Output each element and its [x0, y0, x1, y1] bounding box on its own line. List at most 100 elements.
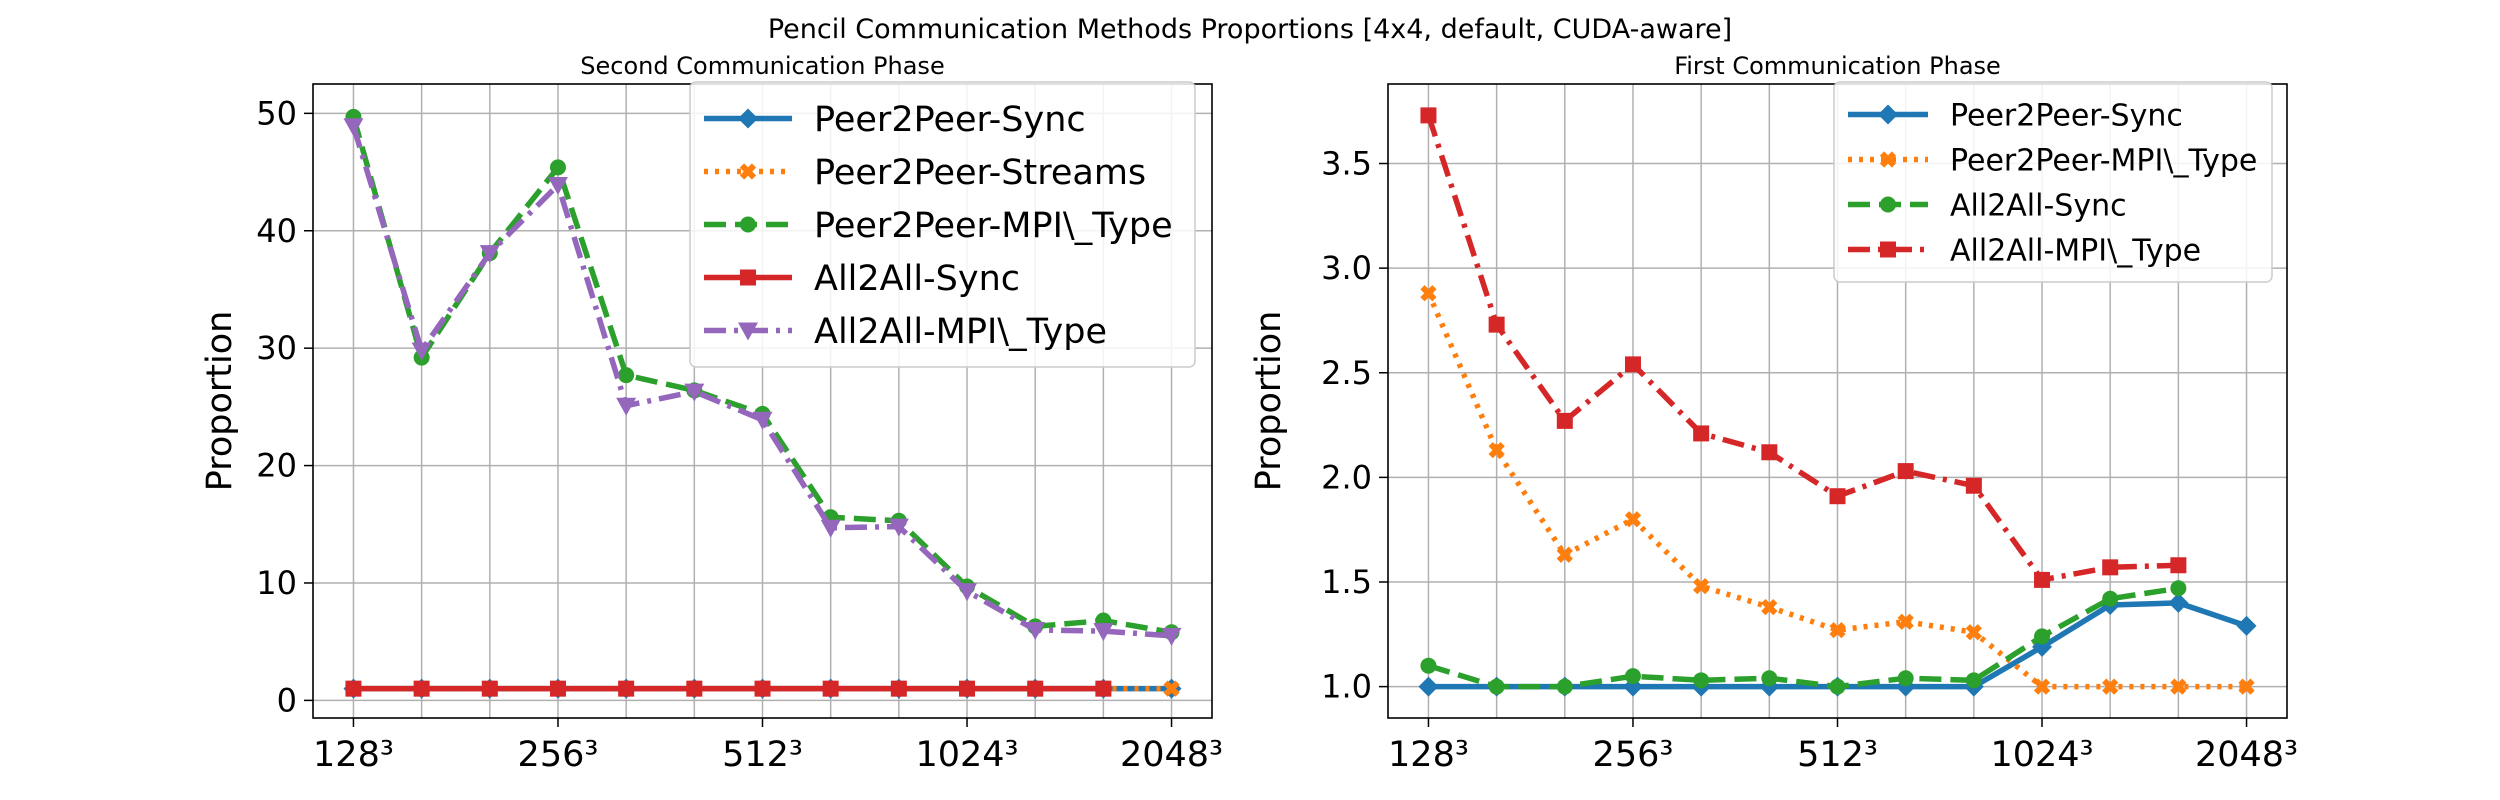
data-point-s3-1 — [413, 680, 430, 697]
data-point-s1-6 — [1829, 621, 1846, 639]
data-point-s2-3 — [549, 159, 566, 176]
data-point-s2-10 — [2102, 590, 2119, 607]
data-point-slegend-0 — [738, 108, 758, 129]
data-point-s1-9 — [2033, 678, 2051, 695]
x-tick-label: 512³ — [1797, 735, 1878, 775]
data-point-s3-9 — [2034, 571, 2051, 588]
data-point-s0-0 — [1418, 676, 1439, 697]
legend-label: All2All-Sync — [814, 259, 1020, 299]
data-point-s1-0 — [1420, 285, 1437, 302]
legend-label: Peer2Peer-Streams — [814, 153, 1146, 193]
x-tick-label: 256³ — [518, 735, 599, 775]
legend-box — [1833, 81, 2273, 283]
data-point-s4-1 — [411, 342, 432, 361]
data-point-s3-7 — [1897, 463, 1914, 480]
data-point-s3-4 — [618, 680, 635, 697]
y-tick-label: 2.5 — [1321, 354, 1372, 392]
data-point-slegend-0 — [1878, 104, 1898, 125]
legend-label: Peer2Peer-MPI\_Type — [814, 206, 1173, 246]
data-point-slegend-2 — [740, 216, 756, 233]
data-point-s1-3 — [1624, 511, 1642, 528]
data-point-s4-3 — [547, 176, 568, 195]
y-tick-label: 1.0 — [1321, 668, 1372, 706]
data-point-s3-7 — [822, 680, 839, 697]
data-point-s3-2 — [481, 680, 498, 697]
legend-label: Peer2Peer-Sync — [814, 100, 1086, 140]
data-point-s2-9 — [2034, 628, 2051, 645]
subplot-title: Second Communication Phase — [580, 52, 944, 80]
data-point-s3-11 — [2170, 557, 2187, 574]
data-point-s1-11 — [2170, 678, 2187, 695]
data-point-s3-10 — [1027, 680, 1044, 697]
legend-box — [689, 81, 1196, 368]
data-point-slegend-1 — [739, 163, 757, 180]
data-point-slegend-1 — [1879, 151, 1897, 168]
data-point-s4-6 — [752, 411, 773, 430]
data-point-s1-2 — [1556, 546, 1573, 563]
data-point-s4-10 — [1025, 621, 1046, 640]
data-point-s4-2 — [479, 245, 500, 264]
data-point-s4-8 — [888, 518, 909, 537]
data-point-s4-11 — [1093, 623, 1114, 642]
data-point-s2-7 — [1897, 670, 1914, 687]
legend-label: Peer2Peer-MPI\_Type — [1950, 143, 2257, 178]
data-point-s1-12 — [1163, 680, 1180, 697]
y-axis-label: Proportion — [1249, 311, 1289, 492]
data-point-s2-1 — [1488, 678, 1505, 695]
x-tick-label: 2048³ — [1120, 735, 1223, 775]
data-point-s2-6 — [1829, 678, 1846, 695]
x-tick-label: 512³ — [722, 735, 803, 775]
data-point-s3-6 — [754, 680, 771, 697]
y-tick-label: 3.0 — [1321, 249, 1372, 287]
data-point-s3-10 — [2102, 559, 2119, 576]
chart-first-phase: 1.0 1.5 2.0 2.5 3.0 3.5 128³ 256³ 512³ 1024³ 2048³… — [1249, 52, 2298, 775]
x-tick-label: 1024³ — [915, 735, 1018, 775]
data-point-s3-2 — [1556, 412, 1573, 429]
data-point-s2-0 — [1420, 657, 1437, 674]
data-point-slegend-3 — [1880, 241, 1896, 258]
data-point-s2-4 — [618, 367, 635, 384]
legend-label: Peer2Peer-Sync — [1950, 98, 2183, 133]
y-tick-label: 40 — [256, 212, 297, 250]
x-tick-label: 2048³ — [2195, 735, 2298, 775]
data-point-s3-4 — [1693, 425, 1710, 442]
legend-label: All2All-MPI\_Type — [1950, 233, 2201, 268]
data-point-slegend-3 — [740, 269, 756, 286]
data-point-s3-3 — [549, 680, 566, 697]
data-point-s3-5 — [1761, 444, 1778, 461]
data-point-s1-1 — [1488, 442, 1505, 459]
data-point-s1-7 — [1897, 613, 1914, 630]
data-point-s1-12 — [2238, 678, 2255, 695]
series-line-2 — [1427, 585, 2179, 690]
data-point-s3-0 — [1420, 107, 1437, 124]
data-point-s3-11 — [1095, 680, 1112, 697]
data-point-s2-2 — [1556, 678, 1573, 695]
data-point-s2-4 — [1693, 672, 1710, 689]
y-tick-label: 30 — [256, 329, 297, 367]
data-point-s3-8 — [890, 680, 907, 697]
x-tick-label: 1024³ — [1990, 735, 2093, 775]
y-tick-label: 0 — [277, 681, 297, 719]
data-point-s2-5 — [1761, 670, 1778, 687]
y-tick-label: 10 — [256, 564, 297, 602]
subplot-title: First Communication Phase — [1674, 52, 2001, 80]
y-tick-label: 3.5 — [1321, 145, 1372, 183]
chart-second-phase: 0 10 20 30 40 50 128³ 256³ 512³ 1024³ 2048³ Second … — [200, 52, 1223, 775]
data-point-s1-8 — [1965, 624, 1982, 641]
data-point-s4-12 — [1161, 627, 1182, 646]
data-point-s0-12 — [2236, 615, 2257, 636]
x-tick-label: 256³ — [1593, 735, 1674, 775]
data-point-s3-0 — [345, 680, 362, 697]
y-tick-label: 2.0 — [1321, 458, 1372, 496]
data-point-s4-7 — [820, 519, 841, 538]
y-axis-label: Proportion — [200, 311, 240, 492]
data-point-s3-6 — [1829, 488, 1846, 505]
y-tick-label: 50 — [256, 94, 297, 132]
data-point-s1-4 — [1693, 578, 1710, 595]
x-tick-label: 128³ — [1388, 735, 1469, 775]
data-point-s3-5 — [686, 680, 703, 697]
x-tick-label: 128³ — [313, 735, 394, 775]
series-line-3 — [1425, 114, 2179, 583]
legend-label: All2All-MPI\_Type — [814, 312, 1107, 352]
data-point-s4-4 — [616, 397, 637, 416]
